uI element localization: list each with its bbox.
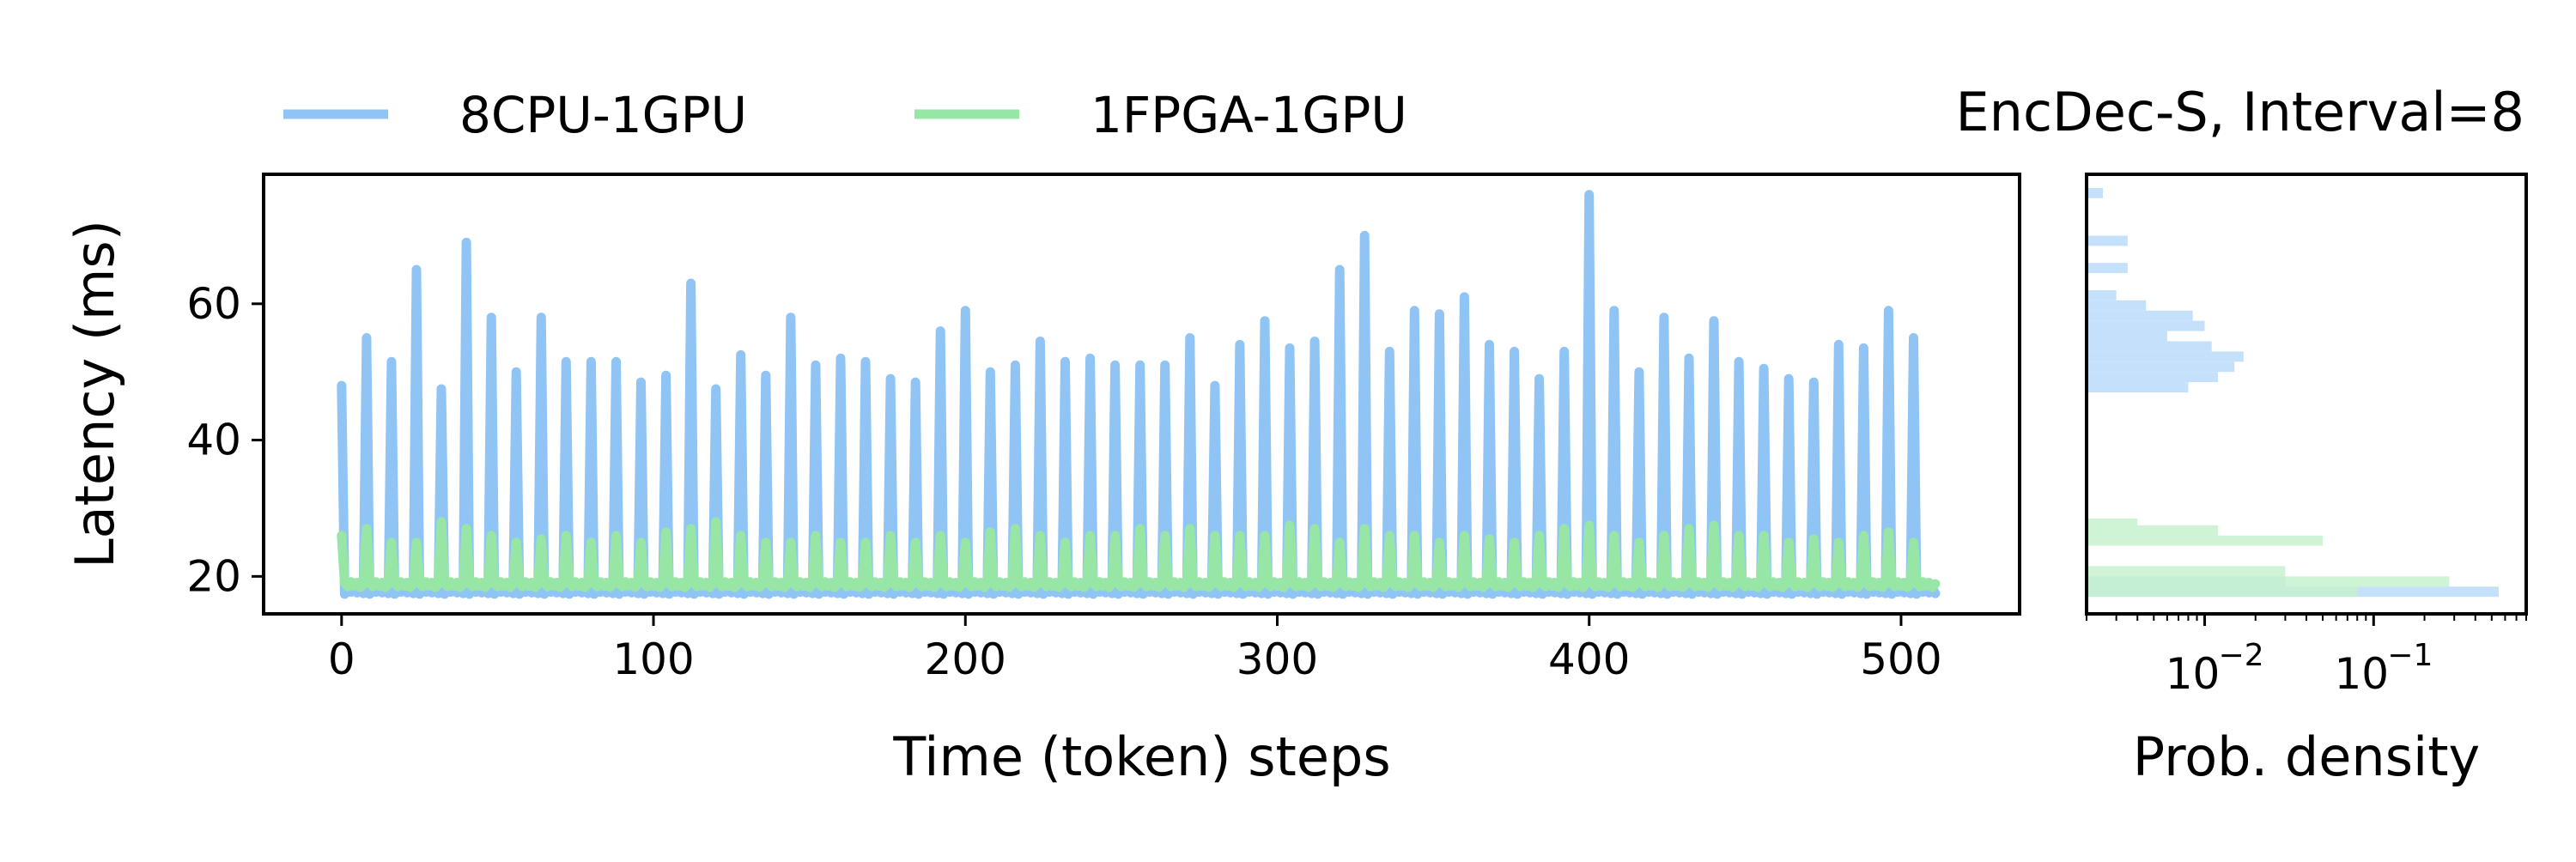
hist-bar-cpu-gpu [2087,235,2128,246]
hist-bar-cpu-gpu [2087,289,2117,300]
hist-bar-cpu-gpu [2087,382,2189,393]
x-tick-label: 400 [1548,634,1630,684]
legend-label: 1FPGA-1GPU [1091,86,1407,144]
histogram-area [2087,187,2499,598]
x-tick-label: 0 [328,634,355,684]
hist-bar-cpu-gpu [2087,372,2219,383]
hist-bar-fpga-gpu [2087,525,2219,536]
hist-bar-cpu-gpu [2087,351,2244,362]
hist-x-tick-exponent: −1 [2387,638,2433,673]
hist-x-tick-label: 10 [2334,649,2389,699]
y-axis-label: Latency (ms) [64,220,126,568]
line-plot-area [337,190,1941,599]
hist-x-tick-exponent: −2 [2219,638,2264,673]
x-tick-label: 200 [925,634,1006,684]
hist-bar-cpu-gpu [2087,341,2212,352]
x-axis-label: Time (token) steps [892,725,1390,788]
hist-bar-fpga-gpu [2087,586,2358,598]
x-tick-label: 100 [612,634,694,684]
hist-bar-fpga-gpu [2087,518,2138,525]
hist-axes-frame [2085,173,2528,616]
hist-bar-cpu-gpu [2087,320,2205,331]
hist-bar-fpga-gpu [2087,576,2450,587]
hist-bar-cpu-gpu [2087,187,2104,198]
x-tick-label: 300 [1236,634,1318,684]
y-tick-label: 20 [186,551,241,601]
hist-bar-cpu-gpu [2087,331,2167,342]
hist-bar-cpu-gpu [2087,361,2235,373]
y-tick-label: 60 [186,279,241,329]
series-line-fpga-gpu [337,517,1941,592]
hist-bar-fpga-gpu [2087,535,2324,546]
hist-x-axis-label: Prob. density [2133,725,2480,788]
hist-bar-cpu-gpu [2087,263,2128,274]
chart-title: EncDec-S, Interval=8 [1955,81,2524,143]
hist-x-tick-label: 10 [2166,649,2221,699]
y-tick-label: 40 [186,416,241,465]
legend: 8CPU-1GPU 1FPGA-1GPU [283,86,1407,144]
hist-bar-cpu-gpu [2087,300,2147,311]
legend-label: 8CPU-1GPU [459,86,747,144]
x-tick-label: 500 [1860,634,1941,684]
hist-bar-cpu-gpu [2087,310,2193,321]
main-axes-frame [262,173,2021,616]
hist-bar-fpga-gpu [2087,566,2286,577]
